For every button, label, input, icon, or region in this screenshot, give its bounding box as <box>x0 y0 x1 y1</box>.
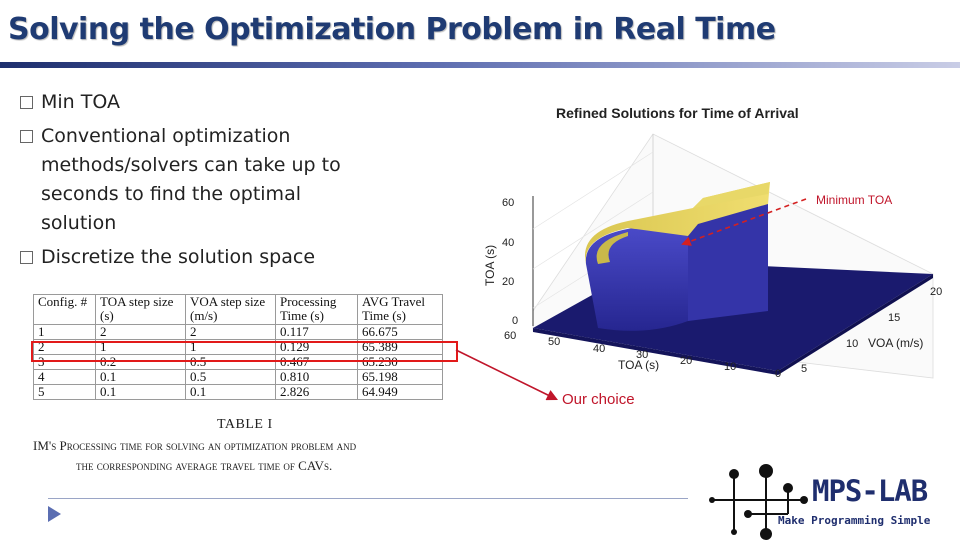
table-cell: 0.1 <box>185 384 276 400</box>
table-cell: 64.949 <box>357 384 443 400</box>
logo-tagline: Make Programming Simple <box>778 514 931 527</box>
z-tick-label: 60 <box>502 197 514 209</box>
table-header-row: Config. # TOA step size (s) VOA step siz… <box>33 294 443 325</box>
bullet-text: Discretize the solution space <box>41 246 316 268</box>
table-row: 3 0.2 0.5 0.467 65.230 <box>33 354 443 370</box>
our-choice-label: Our choice <box>562 391 635 408</box>
slide-title: Solving the Optimization Problem in Real… <box>8 12 776 47</box>
chart-title: Refined Solutions for Time of Arrival <box>556 105 799 121</box>
bullet-list: Min TOA Conventional optimization method… <box>20 88 370 277</box>
table-cell: 66.675 <box>357 324 443 340</box>
z-tick-label: 20 <box>502 276 514 288</box>
annotation-label: Minimum TOA <box>816 193 892 207</box>
y-tick-label: 30 <box>636 349 648 361</box>
x-tick-label: 20 <box>930 286 942 298</box>
table-row: 5 0.1 0.1 2.826 64.949 <box>33 384 443 400</box>
y-tick-label: 20 <box>680 355 692 367</box>
table-header-cell: AVG Travel Time (s) <box>357 294 443 325</box>
x-tick-label: 15 <box>888 312 900 324</box>
y-tick-label: 60 <box>504 330 516 342</box>
logo-name: MPS-LAB <box>812 474 928 508</box>
table-cell: 2.826 <box>275 384 358 400</box>
bullet-item: Discretize the solution space <box>20 243 370 272</box>
play-arrow-icon[interactable] <box>48 506 61 522</box>
bullet-item: Min TOA <box>20 88 370 117</box>
x-tick-label: 0 <box>775 368 781 380</box>
z-tick-label: 40 <box>502 237 514 249</box>
title-underline <box>0 62 960 68</box>
surface-plateau <box>584 182 770 331</box>
bullet-item: Conventional optimization methods/solver… <box>20 122 370 238</box>
x-tick-label: 10 <box>846 338 858 350</box>
table-caption-line: the corresponding average travel time of… <box>76 458 333 473</box>
x-tick-label: 5 <box>801 363 807 375</box>
box-bullet-icon <box>20 130 33 143</box>
y-axis-label: TOA (s) <box>618 358 659 372</box>
x-axis-label: VOA (m/s) <box>868 336 923 350</box>
table-row: 1 2 2 0.117 66.675 <box>33 324 443 340</box>
annotation-arrow <box>681 198 807 246</box>
y-tick-label: 50 <box>548 336 560 348</box>
table-cell: 5 <box>33 384 96 400</box>
box-bullet-icon <box>20 96 33 109</box>
bullet-text: Min TOA <box>41 91 120 113</box>
config-table: Config. # TOA step size (s) VOA step siz… <box>33 294 443 400</box>
table-header-cell: TOA step size (s) <box>95 294 186 325</box>
table-header-cell: Processing Time (s) <box>275 294 358 325</box>
y-tick-label: 10 <box>724 361 736 373</box>
bullet-text: Conventional optimization methods/solver… <box>41 125 341 234</box>
footer-divider <box>48 498 688 499</box>
box-bullet-icon <box>20 251 33 264</box>
table-header-cell: VOA step size (m/s) <box>185 294 276 325</box>
table-caption-number: TABLE I <box>217 417 273 432</box>
mps-lab-logo-icon <box>709 464 808 540</box>
z-axis-label: TOA (s) <box>483 245 497 286</box>
toa-surface-plot: Refined Solutions for Time of Arrival Mi… <box>483 105 942 380</box>
y-tick-label: 40 <box>593 343 605 355</box>
z-tick-label: 0 <box>512 315 518 327</box>
table-caption-line: IM's Processing time for solving an opti… <box>33 438 357 453</box>
